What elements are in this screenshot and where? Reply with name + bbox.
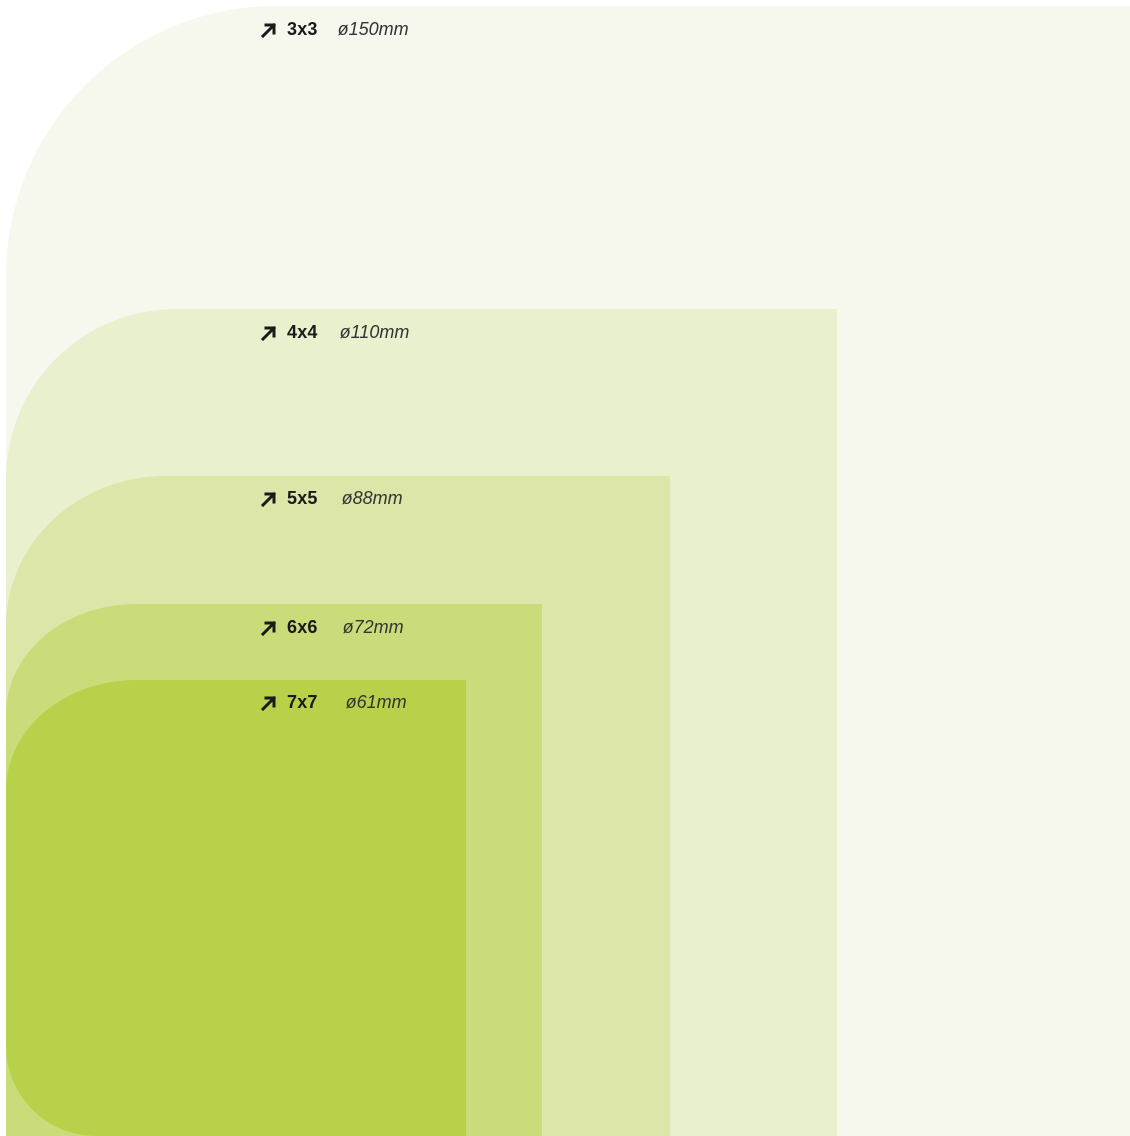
panel-7x7 [6,680,466,1136]
arrow-up-right-icon [260,325,278,341]
arrow-up-right-icon [260,22,278,38]
arrow-up-right-icon [260,620,278,636]
label-3x3: 3x3 ø150mm [260,19,409,40]
label-5x5: 5x5 ø88mm [260,488,403,509]
grid-size: 6x6 [287,617,318,637]
label-4x4: 4x4 ø110mm [260,322,409,343]
arrow-up-right-icon [260,491,278,507]
grid-size: 5x5 [287,488,318,508]
grid-size: 3x3 [287,19,318,39]
grid-size: 7x7 [287,692,318,712]
arrow-up-right-icon [260,695,278,711]
diameter: ø72mm [342,617,404,637]
diameter: ø150mm [337,19,409,39]
diameter: ø88mm [341,488,403,508]
label-7x7: 7x7 ø61mm [260,692,407,713]
label-6x6: 6x6 ø72mm [260,617,404,638]
diameter: ø110mm [339,322,410,342]
diameter: ø61mm [345,692,407,712]
grid-size: 4x4 [287,322,318,342]
